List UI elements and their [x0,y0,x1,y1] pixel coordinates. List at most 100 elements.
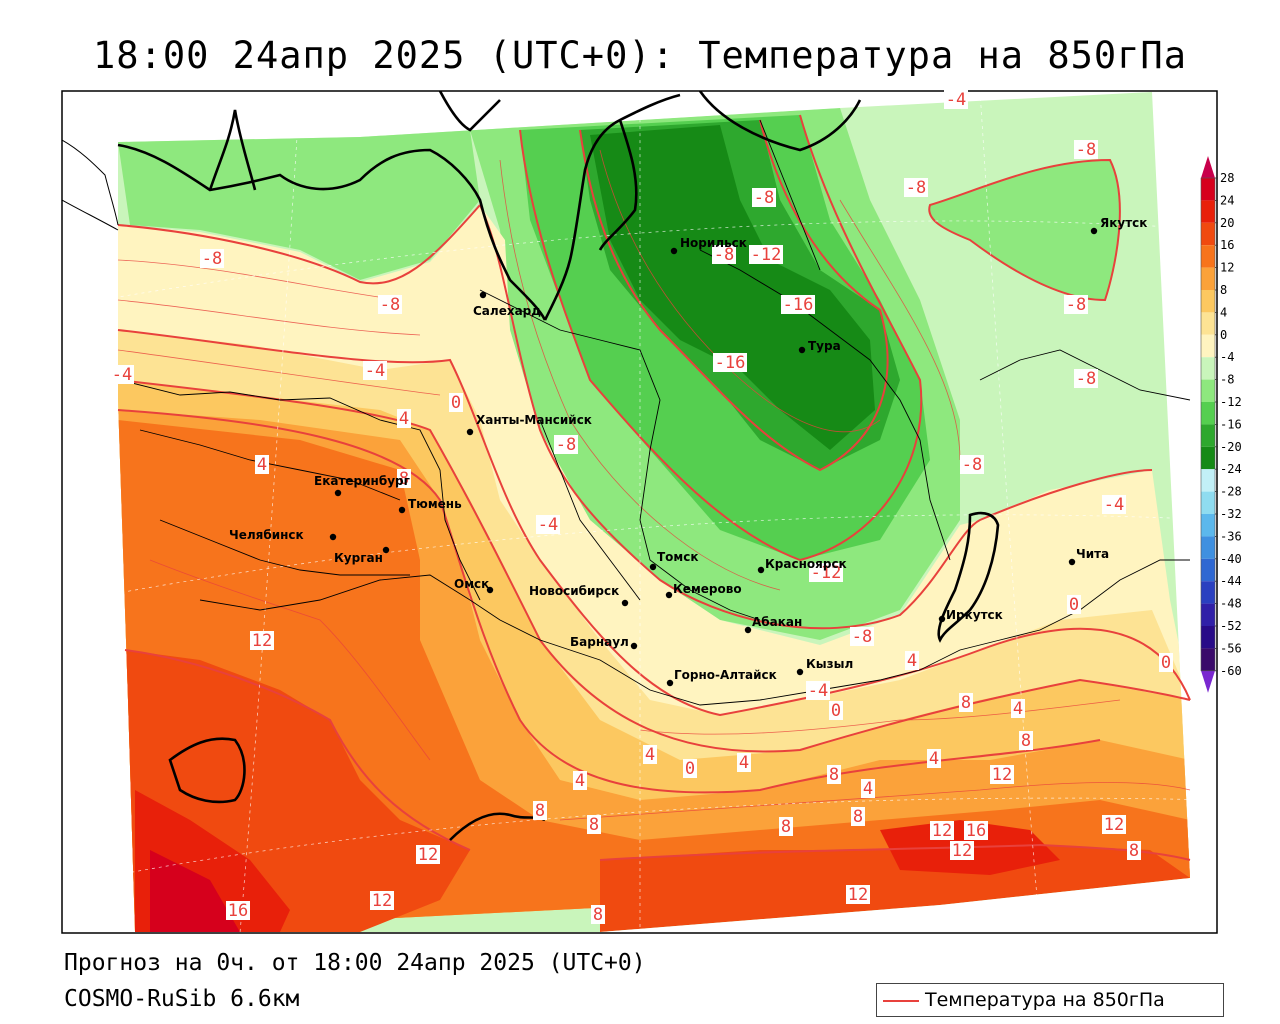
colorbar-segment [1201,290,1215,313]
colorbar-segment [1201,379,1215,402]
city-marker [630,642,638,650]
contour-label: 4 [645,745,655,765]
colorbar-segment [1201,245,1215,268]
city-label: Челябинск [229,528,304,542]
forecast-text: Прогноз на 0ч. от 18:00 24апр 2025 (UTC+… [64,950,646,976]
colorbar-tick-label: -36 [1220,529,1242,543]
colorbar-segment [1201,312,1215,335]
zone-minus20 [590,125,875,450]
city-marker [798,346,806,354]
contour-label: -4 [365,361,385,381]
contour-label: 0 [685,759,695,779]
contour-label: -8 [1076,369,1096,389]
city-label: Иркутск [946,608,1003,622]
colorbar-tick-label: 4 [1220,305,1227,319]
city-marker [334,489,342,497]
contour-label: 4 [257,455,267,475]
colorbar-segment [1201,626,1215,649]
contour-label: 12 [418,845,438,865]
contour-label: 12 [1104,815,1124,835]
colorbar-segment [1201,648,1215,671]
contour-label: 8 [589,815,599,835]
city-marker [1090,227,1098,235]
contour-label: 4 [575,771,585,791]
city-label: Курган [334,551,383,565]
colorbar-segment [1201,558,1215,582]
colorbar-segment [1201,491,1215,514]
colorbar-tick-label: 0 [1220,328,1227,342]
contour-label: -8 [1076,140,1096,160]
contour-label: 8 [1129,841,1139,861]
city-marker [621,599,629,607]
city-marker [666,679,674,687]
contour-label: 12 [372,891,392,911]
colorbar-segment [1201,424,1215,447]
city-marker [757,566,765,574]
colorbar-tick-label: -4 [1220,350,1234,364]
zone-minus8-north [118,130,480,280]
colorbar-tick-label: 12 [1220,261,1234,275]
colorbar-tick-label: -24 [1220,462,1242,476]
city-label: Абакан [752,615,802,629]
contour-label: -8 [754,188,774,208]
contour-label: 0 [451,393,461,413]
contour-label: 0 [1161,653,1171,673]
colorbar-tick-label: -8 [1220,373,1234,387]
city-marker [466,428,474,436]
colorbar-tick-label: 16 [1220,238,1234,252]
contour-label: -4 [538,515,558,535]
colorbar-tick-label: -12 [1220,395,1242,409]
contour-label: 12 [848,885,868,905]
colorbar-tick-label: -28 [1220,485,1242,499]
contour-label: -4 [112,365,132,385]
temperature-field [118,92,1190,932]
contour-label: 4 [1013,699,1023,719]
contour-label: -4 [808,681,828,701]
colorbar-segment [1201,514,1215,537]
contour-label: -8 [714,245,734,265]
colorbar-tick-label: 28 [1220,171,1234,185]
contour-label: 8 [535,801,545,821]
model-name: COSMO-RuSib 6.6км [64,986,300,1012]
contour-label: 12 [952,841,972,861]
cities: Норильск Салехард Тура Якутск Ханты-Мансийск… [229,216,1147,687]
contour-label: -8 [906,178,926,198]
map-title: 18:00 24апр 2025 (UTC+0): Температура на… [93,34,1187,77]
colorbar-bottom-arrow [1201,670,1215,693]
contour-label: 12 [252,631,272,651]
city-label: Новосибирск [529,584,619,598]
colorbar-tick-label: -16 [1220,417,1242,431]
city-label: Чита [1076,547,1109,561]
city-marker [329,533,337,541]
colorbar-tick-label: -60 [1220,664,1242,678]
contour-label: -16 [783,295,814,315]
colorbar: 28 24 20 16 12 8 4 0 -4 -8 -12 -16 -20 -24 -28 -32 -36 -4… [1200,156,1242,693]
contour-label: 4 [863,779,873,799]
city-marker [649,563,657,571]
city-label: Кемерово [673,582,742,596]
legend-line [883,1000,919,1002]
city-label: Ханты-Мансийск [476,413,592,427]
colorbar-tick-label: -40 [1220,552,1242,566]
colorbar-top-arrow [1201,156,1215,178]
contour-label: -8 [962,455,982,475]
legend-box: Температура на 850гПа [876,983,1224,1017]
city-label: Салехард [473,304,541,318]
city-marker [486,586,494,594]
city-marker [382,546,390,554]
contour-label: 8 [829,765,839,785]
city-marker [796,668,804,676]
contour-label: 8 [781,817,791,837]
contour-label: -8 [556,435,576,455]
contour-label: 8 [593,905,603,925]
contour-label: 4 [929,749,939,769]
contour-label: 4 [739,753,749,773]
city-label: Екатеринбург [314,474,410,488]
city-marker [670,247,678,255]
contour-label: -4 [946,90,966,110]
city-marker [665,591,673,599]
contour-label: 8 [399,469,409,489]
admin-borders [119,119,1191,706]
contour-label: -8 [1066,295,1086,315]
